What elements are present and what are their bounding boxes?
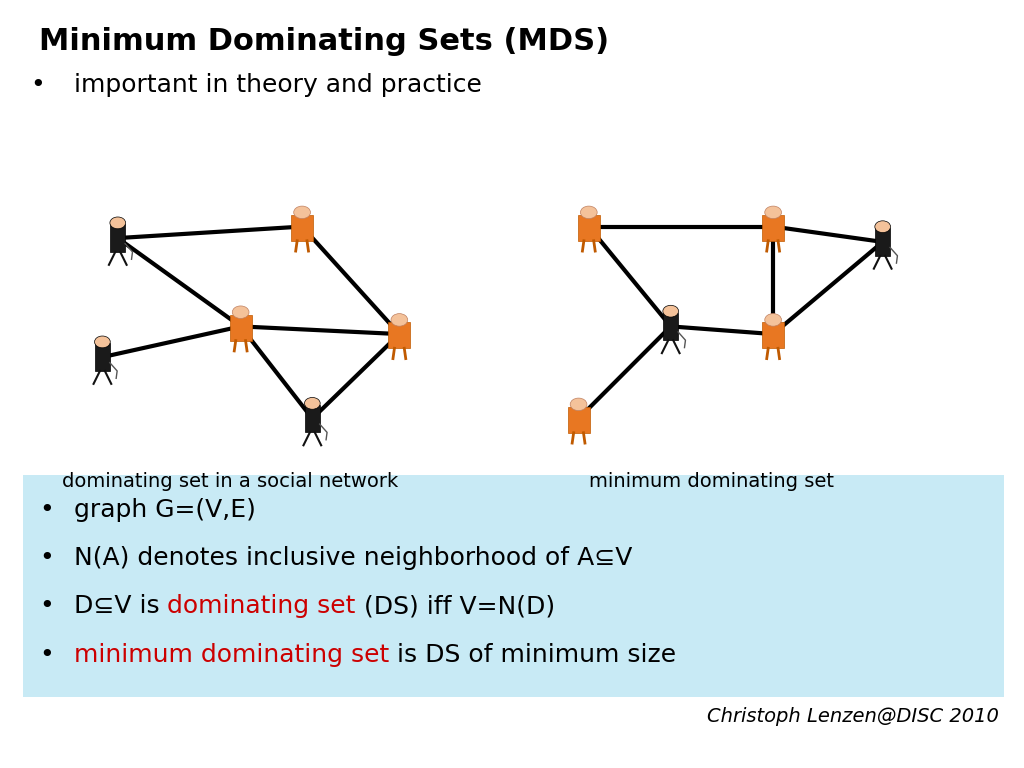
- FancyBboxPatch shape: [876, 228, 890, 256]
- Circle shape: [391, 313, 408, 326]
- FancyBboxPatch shape: [111, 224, 125, 252]
- FancyBboxPatch shape: [23, 475, 1004, 697]
- Text: •: •: [39, 498, 53, 521]
- Circle shape: [581, 206, 597, 219]
- Circle shape: [94, 336, 111, 348]
- Text: •: •: [39, 546, 53, 570]
- FancyBboxPatch shape: [305, 405, 319, 432]
- Text: important in theory and practice: important in theory and practice: [74, 73, 481, 97]
- Text: (DS) iff V=N(D): (DS) iff V=N(D): [355, 594, 555, 618]
- Text: Christoph Lenzen@DISC 2010: Christoph Lenzen@DISC 2010: [707, 707, 998, 726]
- FancyBboxPatch shape: [762, 215, 784, 240]
- Circle shape: [232, 306, 249, 319]
- FancyBboxPatch shape: [95, 343, 110, 371]
- Circle shape: [294, 206, 310, 219]
- Text: graph G=(V,E): graph G=(V,E): [74, 498, 256, 521]
- Circle shape: [765, 206, 781, 219]
- Circle shape: [110, 217, 126, 229]
- FancyBboxPatch shape: [291, 215, 313, 240]
- FancyBboxPatch shape: [762, 323, 784, 348]
- Text: is DS of minimum size: is DS of minimum size: [389, 643, 676, 667]
- Text: N(A) denotes inclusive neighborhood of A⊆V: N(A) denotes inclusive neighborhood of A…: [74, 546, 632, 570]
- Circle shape: [765, 313, 781, 326]
- FancyBboxPatch shape: [664, 313, 678, 340]
- Text: dominating set in a social network: dominating set in a social network: [62, 472, 398, 492]
- Text: minimum dominating set: minimum dominating set: [589, 472, 835, 492]
- FancyBboxPatch shape: [578, 215, 600, 240]
- Circle shape: [570, 398, 587, 411]
- FancyBboxPatch shape: [229, 315, 252, 340]
- Text: dominating set: dominating set: [167, 594, 355, 618]
- FancyBboxPatch shape: [388, 323, 411, 348]
- Circle shape: [663, 306, 679, 317]
- Text: D⊆V is: D⊆V is: [74, 594, 167, 618]
- Circle shape: [304, 398, 321, 409]
- FancyBboxPatch shape: [567, 407, 590, 432]
- Text: •: •: [31, 73, 45, 97]
- Text: •: •: [39, 594, 53, 618]
- Text: •: •: [39, 643, 53, 667]
- Text: Minimum Dominating Sets (MDS): Minimum Dominating Sets (MDS): [39, 27, 609, 56]
- Circle shape: [874, 221, 891, 233]
- Text: minimum dominating set: minimum dominating set: [74, 643, 389, 667]
